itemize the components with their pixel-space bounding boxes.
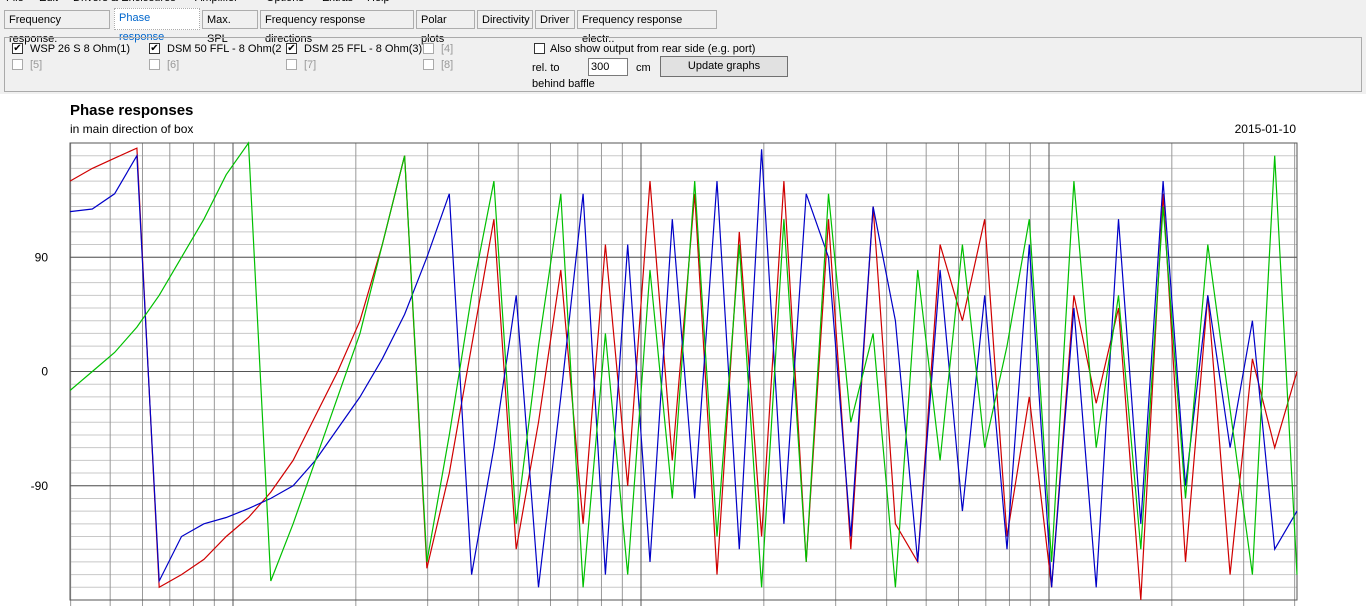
menu-item[interactable]: Amplifier xyxy=(195,0,238,4)
menu-item[interactable]: Drivers & Enclosures xyxy=(73,0,176,4)
driver-label: DSM 25 FFL - 8 Ohm(3) xyxy=(304,43,423,55)
driver-checkbox[interactable] xyxy=(286,59,297,70)
driver-label: [8] xyxy=(441,59,454,71)
y-tick-label: 0 xyxy=(41,365,48,379)
menu-item[interactable]: File xyxy=(6,0,24,4)
driver-checkbox[interactable]: ✔ xyxy=(149,43,160,54)
rear-checkbox[interactable] xyxy=(534,43,545,54)
menu-item[interactable]: Edit xyxy=(39,0,58,4)
behind-label: behind baffle xyxy=(532,78,595,90)
phase-line xyxy=(69,147,1298,601)
tab[interactable]: Frequency response directions xyxy=(260,10,414,45)
driver-checkbox[interactable] xyxy=(12,59,23,70)
distance-input[interactable]: 300 xyxy=(588,58,628,76)
driver-label: WSP 26 S 8 Ohm(1) xyxy=(30,43,131,55)
driver-checkbox[interactable]: ✔ xyxy=(286,43,297,54)
driver-checkbox[interactable] xyxy=(149,59,160,70)
driver-label: [4] xyxy=(441,43,454,55)
phase-line xyxy=(69,141,1298,588)
chart-subtitle: in main direction of box xyxy=(70,122,193,136)
driver-checkbox[interactable]: ✔ xyxy=(12,43,23,54)
y-tick-label: 90 xyxy=(35,250,49,264)
driver-label: DSM 50 FFL - 8 Ohm(2 xyxy=(167,43,282,55)
tab[interactable]: Max. SPL xyxy=(202,10,258,45)
options-panel xyxy=(4,37,1362,92)
driver-checkbox[interactable] xyxy=(423,59,434,70)
tab[interactable]: Driver xyxy=(535,10,575,29)
chart-date: 2015-01-10 xyxy=(1235,122,1297,136)
unit-label: cm xyxy=(636,62,651,74)
tab[interactable]: Phase response xyxy=(114,8,200,43)
driver-label: [7] xyxy=(304,59,317,71)
driver-checkbox[interactable] xyxy=(423,43,434,54)
phase-line xyxy=(69,149,1298,588)
rear-label: Also show output from rear side (e.g. po… xyxy=(550,43,756,55)
chart: Phase responses in main direction of box… xyxy=(0,94,1366,607)
menu-item[interactable]: Options xyxy=(266,0,304,4)
tab[interactable]: Frequency response. xyxy=(4,10,110,45)
tab[interactable]: Polar plots xyxy=(416,10,475,45)
driver-label: [6] xyxy=(167,59,180,71)
tab[interactable]: Frequency response electr.. xyxy=(577,10,717,45)
driver-label: [5] xyxy=(30,59,43,71)
tab[interactable]: Directivity xyxy=(477,10,533,29)
rel-label: rel. to xyxy=(532,62,560,74)
menu-item[interactable]: Help xyxy=(367,0,390,4)
y-tick-label: -90 xyxy=(31,479,49,493)
menu-item[interactable]: Extras xyxy=(322,0,353,4)
chart-title: Phase responses xyxy=(70,102,193,119)
update-button[interactable]: Update graphs xyxy=(660,56,788,77)
